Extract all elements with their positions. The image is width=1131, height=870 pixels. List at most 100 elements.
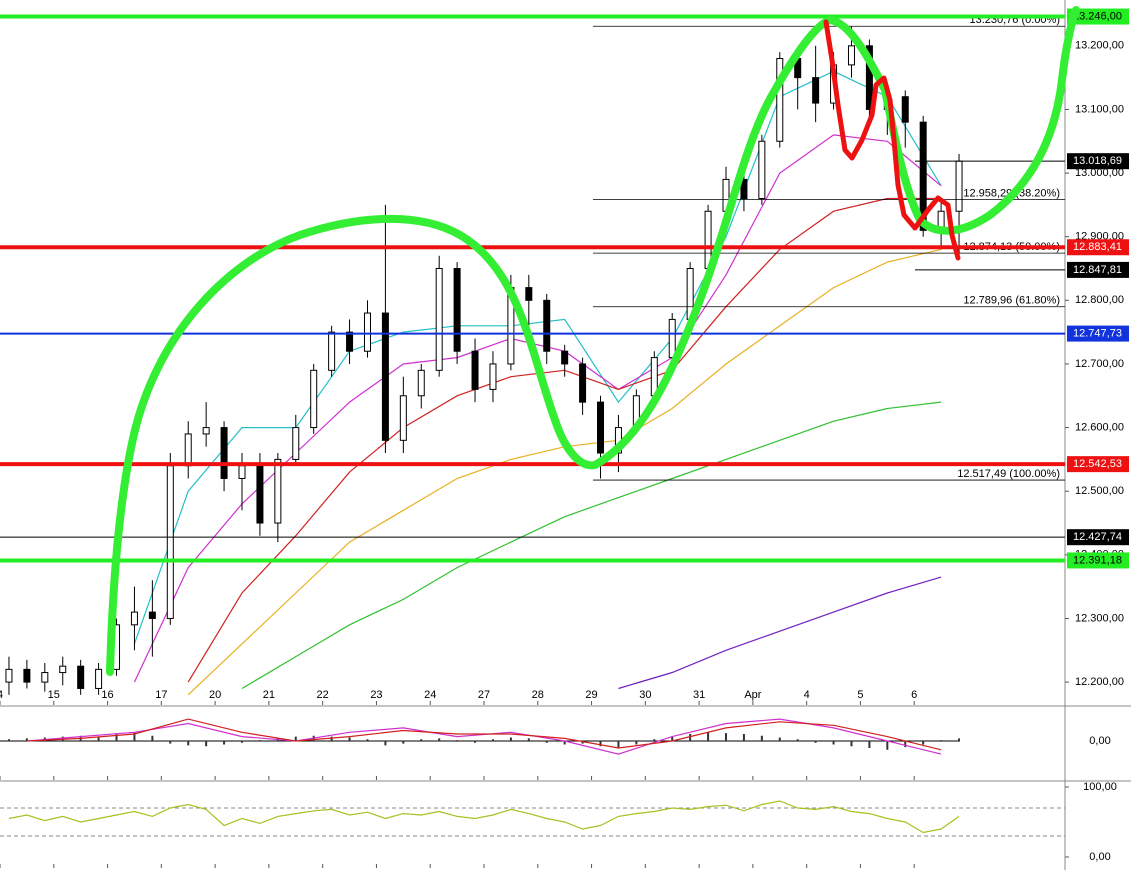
grid-layer: 12.200,0012.300,0012.400,0012.500,0012.6… (0, 40, 1124, 868)
macd-histogram (850, 741, 853, 747)
macd-histogram (922, 741, 925, 745)
y-tick-label: 13.100,00 (1075, 103, 1124, 115)
macd-histogram (653, 739, 656, 741)
candle-body (812, 77, 820, 104)
candle-body (59, 665, 67, 674)
x-tick-label: 21 (263, 689, 275, 701)
macd-histogram (241, 741, 243, 743)
macd-histogram (742, 734, 745, 741)
macd-histogram (689, 734, 692, 741)
macd-histogram (886, 741, 889, 750)
level-label: 12.427,74 (1073, 531, 1122, 543)
candle-body (489, 363, 497, 390)
candle-body (668, 318, 676, 359)
macd-histogram (725, 733, 727, 741)
macd-histogram (814, 741, 817, 743)
candle-body (579, 363, 587, 403)
x-tick-label: 16 (101, 689, 113, 701)
fib-label: 12.789,96 (61.80%) (963, 295, 1060, 307)
macd-tick-label: 0,00 (1089, 735, 1110, 747)
y-tick-label: 12.500,00 (1075, 485, 1124, 497)
freehand-red (823, 19, 961, 261)
x-tick-label: 29 (585, 689, 597, 701)
x-tick-label: 6 (911, 689, 917, 701)
macd-histogram (402, 741, 405, 744)
level-label: 12.883,41 (1073, 241, 1122, 253)
level-box (1067, 261, 1129, 278)
candle-body (865, 45, 873, 110)
candle-body (256, 465, 264, 524)
macd-histogram (258, 740, 261, 741)
moving-average (618, 576, 942, 690)
moving-average (241, 401, 942, 690)
candle-body (919, 121, 927, 231)
macd-histogram (97, 737, 100, 741)
y-tick-label: 12.700,00 (1075, 358, 1124, 370)
candle-body (901, 96, 909, 123)
x-tick-label: 22 (317, 689, 329, 701)
macd-histogram (366, 739, 369, 741)
level-label: 12.747,73 (1073, 327, 1122, 339)
candle-body (399, 395, 407, 441)
x-tick-label: 20 (209, 689, 221, 701)
macd-histogram (420, 739, 423, 741)
level-box (1067, 529, 1129, 546)
ma-layer (133, 70, 942, 696)
macd-histogram (707, 732, 710, 741)
candle-body (955, 160, 963, 212)
candle-body (238, 465, 246, 479)
y-tick-label: 12.600,00 (1075, 421, 1124, 433)
x-tick-label: 15 (48, 689, 60, 701)
macd-histogram (294, 736, 297, 741)
macd-histogram (671, 736, 674, 741)
macd-histogram (7, 739, 10, 741)
level-box (1067, 325, 1129, 342)
candle-body (363, 312, 371, 352)
candle-body (328, 331, 336, 371)
y-tick-label: 13.000,00 (1075, 167, 1124, 179)
macd-histogram (205, 741, 208, 747)
macd-histogram (223, 741, 226, 745)
macd-histogram (474, 741, 477, 743)
macd-histogram (438, 738, 441, 741)
candle-body (274, 458, 282, 524)
candle-body (471, 350, 479, 390)
x-tick-label: 23 (370, 689, 382, 701)
candle-body (220, 427, 228, 479)
y-tick-label: 13.200,00 (1075, 40, 1124, 52)
x-tick-label: 31 (693, 689, 705, 701)
indicator-layer: 0,00 0,00 100,00 (0, 718, 1117, 863)
candle-body (23, 668, 31, 683)
y-tick-label: 12.800,00 (1075, 294, 1124, 306)
candle-body (561, 350, 569, 365)
macd-histogram (617, 741, 620, 748)
rsi-line (8, 800, 960, 834)
candle-body (346, 331, 354, 352)
rsi-tick-label: 100,00 (1083, 781, 1117, 793)
candle-body (453, 268, 461, 352)
level-label: 12.391,18 (1073, 554, 1122, 566)
level-label: 12.542,53 (1073, 458, 1122, 470)
macd-histogram (868, 741, 871, 748)
macd-histogram (187, 741, 190, 746)
candle-body (95, 668, 103, 689)
macd-histogram (778, 737, 781, 741)
candle-body (292, 427, 300, 460)
level-label: 12.847,81 (1073, 264, 1122, 276)
macd-histogram (940, 740, 943, 741)
macd-histogram (832, 741, 835, 745)
macd-histogram (581, 741, 584, 744)
candle-body (77, 665, 85, 689)
macd-histogram (491, 739, 494, 741)
macd-histogram (527, 738, 530, 741)
candle-body (310, 369, 318, 429)
candle-body (758, 140, 766, 200)
macd-histogram (904, 741, 907, 748)
macd-histogram (563, 741, 566, 745)
candle-body (417, 369, 425, 397)
y-tick-label: 12.200,00 (1075, 676, 1124, 688)
candle-body (166, 465, 174, 619)
